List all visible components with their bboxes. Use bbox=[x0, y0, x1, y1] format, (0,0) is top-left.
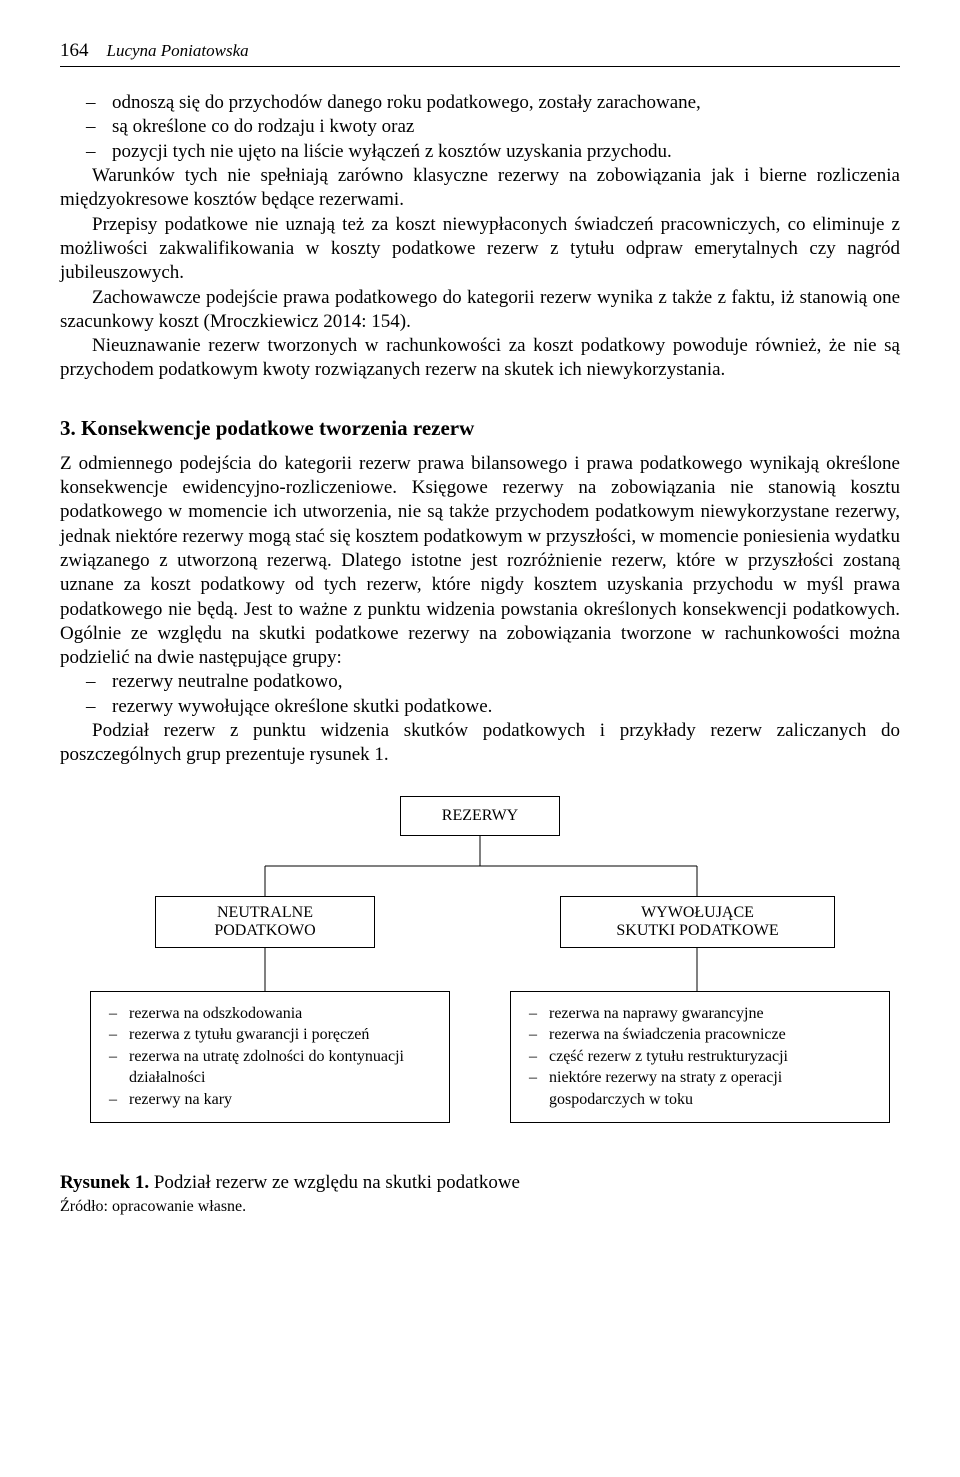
reserves-diagram: REZERWY NEUTRALNE PODATKOWO WYWOŁUJĄCE S… bbox=[60, 796, 900, 1156]
diagram-right-label-line1: WYWOŁUJĄCE bbox=[571, 904, 824, 922]
diagram-left-label-line1: NEUTRALNE bbox=[166, 904, 364, 922]
list-item: rezerwy neutralne podatkowo, bbox=[112, 670, 900, 694]
list-item: rezerwa na świadczenia pracownicze bbox=[549, 1024, 875, 1046]
paragraph: Nieuznawanie rezerw tworzonych w rachunk… bbox=[60, 334, 900, 383]
diagram-left-items-list: rezerwa na odszkodowania rezerwa z tytuł… bbox=[105, 1003, 435, 1111]
page-number: 164 bbox=[60, 40, 89, 62]
body-text: odnoszą się do przychodów danego roku po… bbox=[60, 91, 900, 768]
diagram-left-label-box: NEUTRALNE PODATKOWO bbox=[155, 896, 375, 948]
list-item: rezerwa na naprawy gwarancyjne bbox=[549, 1003, 875, 1025]
diagram-left-label-line2: PODATKOWO bbox=[166, 922, 364, 940]
list-item: są określone co do rodzaju i kwoty oraz bbox=[112, 115, 900, 139]
list-item: rezerwa na odszkodowania bbox=[129, 1003, 435, 1025]
list-item: rezerwa na utratę zdolności do kontynuac… bbox=[129, 1046, 435, 1089]
diagram-right-label-box: WYWOŁUJĄCE SKUTKI PODATKOWE bbox=[560, 896, 835, 948]
paragraph: Przepisy podatkowe nie uznają też za kos… bbox=[60, 213, 900, 286]
paragraph: Podział rezerw z punktu widzenia skutków… bbox=[60, 719, 900, 768]
paragraph: Z odmiennego podejścia do kategorii reze… bbox=[60, 452, 900, 671]
list-item: rezerwy wywołujące określone skutki poda… bbox=[112, 695, 900, 719]
diagram-right-label-line2: SKUTKI PODATKOWE bbox=[571, 922, 824, 940]
paragraph: Warunków tych nie spełniają zarówno klas… bbox=[60, 164, 900, 213]
paragraph: Zachowawcze podejście prawa podatkowego … bbox=[60, 286, 900, 335]
page-header: 164 Lucyna Poniatowska bbox=[60, 40, 900, 67]
diagram-right-items-box: rezerwa na naprawy gwarancyjne rezerwa n… bbox=[510, 991, 890, 1123]
diagram-right-items-list: rezerwa na naprawy gwarancyjne rezerwa n… bbox=[525, 1003, 875, 1111]
figure-caption: Rysunek 1. Podział rezerw ze względu na … bbox=[60, 1172, 900, 1194]
author-name: Lucyna Poniatowska bbox=[107, 41, 249, 61]
section-heading: 3. Konsekwencje podatkowe tworzenia reze… bbox=[60, 415, 900, 442]
list-item: niektóre rezerwy na straty z operacji go… bbox=[549, 1067, 875, 1110]
list-item: pozycji tych nie ujęto na liście wyłącze… bbox=[112, 140, 900, 164]
list-item: rezerwy na kary bbox=[129, 1089, 435, 1111]
diagram-root-label: REZERWY bbox=[411, 807, 549, 825]
diagram-left-items-box: rezerwa na odszkodowania rezerwa z tytuł… bbox=[90, 991, 450, 1123]
list-item: rezerwa z tytułu gwarancji i poręczeń bbox=[129, 1024, 435, 1046]
figure-source: Źródło: opracowanie własne. bbox=[60, 1198, 900, 1216]
section-bullet-list: rezerwy neutralne podatkowo, rezerwy wyw… bbox=[60, 670, 900, 719]
figure-caption-number: Rysunek 1. bbox=[60, 1172, 149, 1193]
figure-caption-text: Podział rezerw ze względu na skutki poda… bbox=[149, 1172, 520, 1193]
diagram-root-box: REZERWY bbox=[400, 796, 560, 836]
top-bullet-list: odnoszą się do przychodów danego roku po… bbox=[60, 91, 900, 164]
list-item: odnoszą się do przychodów danego roku po… bbox=[112, 91, 900, 115]
list-item: część rezerw z tytułu restrukturyzacji bbox=[549, 1046, 875, 1068]
